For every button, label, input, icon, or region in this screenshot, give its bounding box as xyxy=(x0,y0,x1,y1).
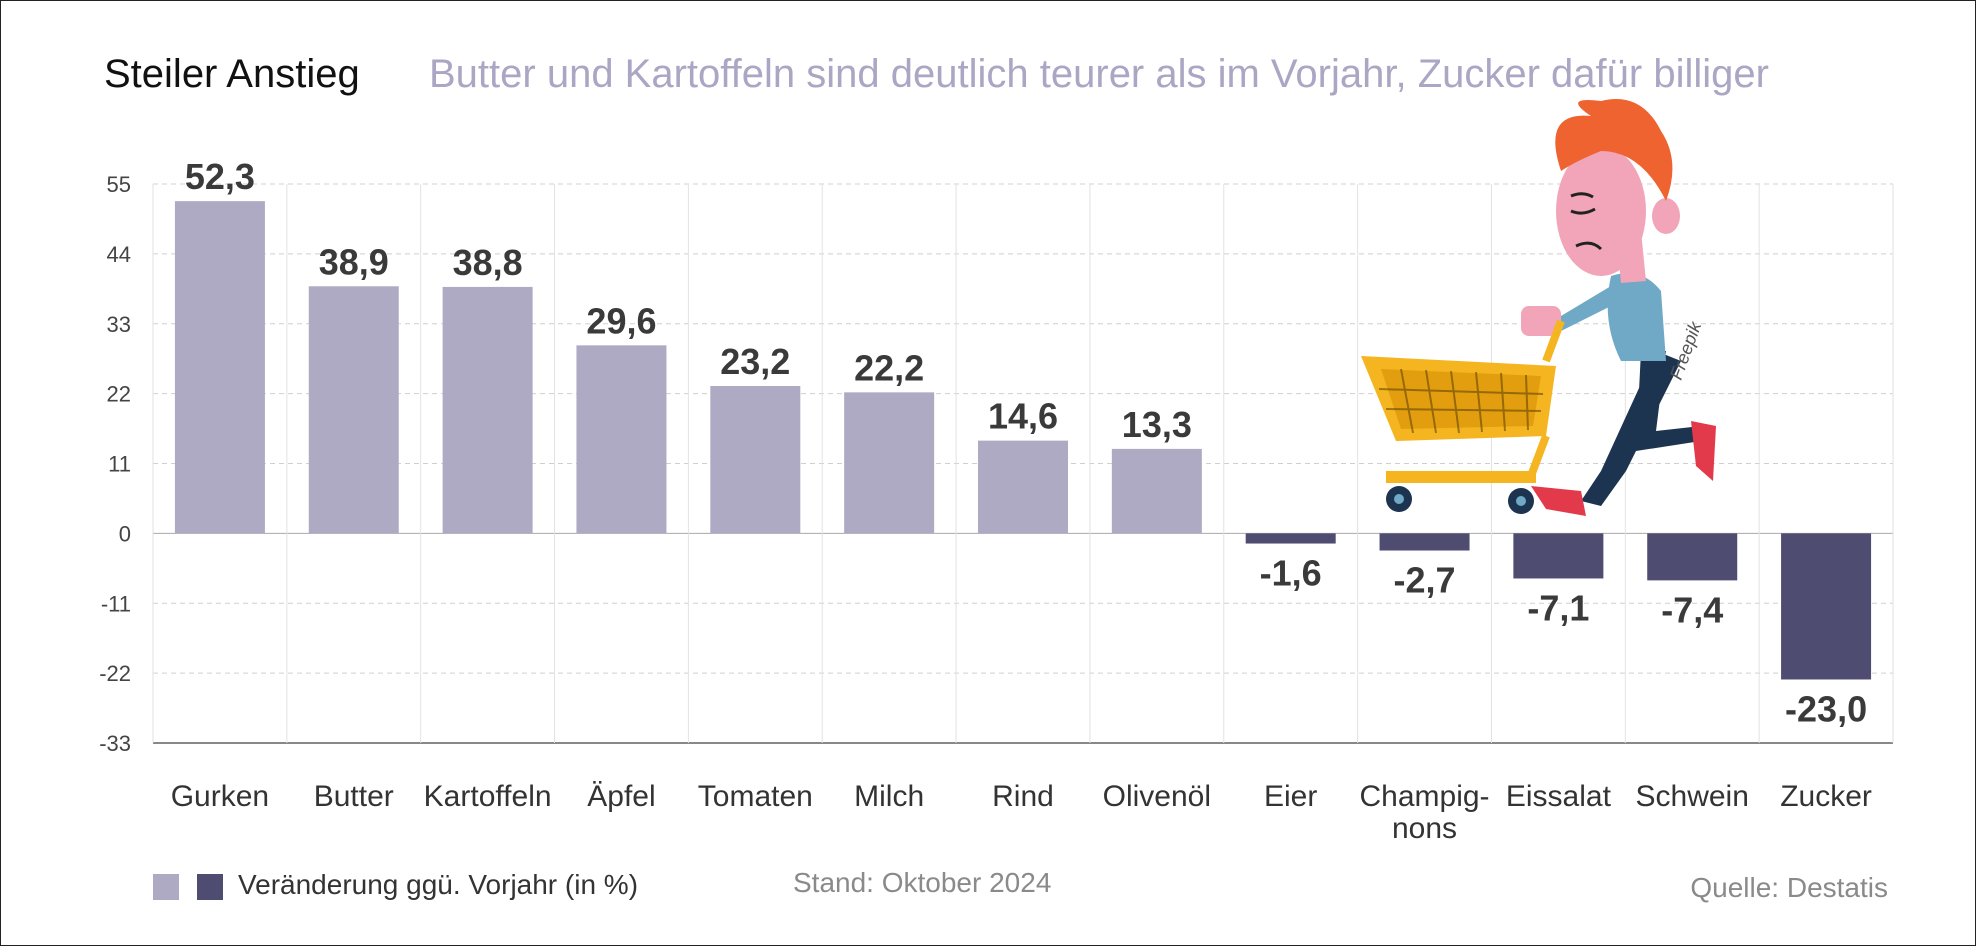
legend-swatch-positive xyxy=(153,874,179,900)
x-tick-label: Olivenöl xyxy=(1103,780,1211,813)
stand-date: Stand: Oktober 2024 xyxy=(793,867,1051,898)
x-tick-label: Champig- xyxy=(1360,780,1490,813)
data-label: 29,6 xyxy=(586,300,656,341)
data-label: 14,6 xyxy=(988,396,1058,437)
bar xyxy=(1647,533,1738,581)
y-tick-label: -11 xyxy=(101,591,131,616)
data-label: 13,3 xyxy=(1122,404,1192,445)
bar xyxy=(1379,533,1470,551)
x-tick-label: Butter xyxy=(314,780,394,813)
data-label: 38,8 xyxy=(453,242,523,283)
bar xyxy=(308,286,399,534)
data-label: 22,2 xyxy=(854,347,924,388)
data-label: -2,7 xyxy=(1394,560,1456,601)
x-tick-label: Rind xyxy=(992,780,1054,813)
y-tick-label: 11 xyxy=(108,452,131,477)
bar xyxy=(1513,533,1604,579)
data-label: 52,3 xyxy=(185,156,255,197)
y-tick-label: 22 xyxy=(107,382,131,407)
source-note: Quelle: Destatis xyxy=(1690,872,1888,903)
y-tick-label: 33 xyxy=(107,312,131,337)
y-tick-label: 0 xyxy=(119,521,131,546)
data-label: 23,2 xyxy=(720,341,790,382)
x-tick-label: Zucker xyxy=(1780,780,1872,813)
x-tick-label: Äpfel xyxy=(587,780,655,813)
data-label: -7,4 xyxy=(1661,589,1723,630)
data-label: 38,9 xyxy=(319,241,389,282)
legend-swatch-negative xyxy=(197,874,223,900)
x-tick-label: Eier xyxy=(1264,780,1317,813)
bar xyxy=(1245,533,1336,544)
x-tick-label: Schwein xyxy=(1636,780,1749,813)
data-label: -7,1 xyxy=(1527,587,1589,628)
bar xyxy=(844,392,935,534)
chart-subtitle: Butter und Kartoffeln sind deutlich teur… xyxy=(429,52,1769,96)
x-tick-label: Kartoffeln xyxy=(424,780,552,813)
y-tick-label: -22 xyxy=(99,661,131,686)
x-tick-label: Milch xyxy=(854,780,924,813)
bar xyxy=(1781,533,1872,680)
y-tick-label: 55 xyxy=(107,172,131,197)
bar xyxy=(1111,448,1202,534)
bar xyxy=(710,386,801,534)
legend-label: Veränderung ggü. Vorjahr (in %) xyxy=(238,869,638,900)
x-tick-label: Eissalat xyxy=(1506,780,1612,813)
bar xyxy=(576,345,667,534)
bars xyxy=(174,201,1872,680)
y-tick-label: 44 xyxy=(107,242,131,267)
bar xyxy=(174,201,265,534)
bar xyxy=(442,286,533,534)
image-credit: Freepik xyxy=(1666,318,1706,382)
data-label: -23,0 xyxy=(1785,688,1867,729)
y-tick-label: -33 xyxy=(99,731,131,756)
shopping-cart-man-illustration xyxy=(1361,99,1716,516)
x-tick-label: Tomaten xyxy=(698,780,813,813)
data-label: -1,6 xyxy=(1260,553,1322,594)
x-tick-label: nons xyxy=(1392,812,1457,845)
x-tick-label: Gurken xyxy=(171,780,269,813)
bar xyxy=(978,440,1068,534)
labels: 52,3 Gurken 38,9 Butter 38,8 Kartoffeln 29,6 Äp… xyxy=(171,156,1872,845)
chart-title: Steiler Anstieg xyxy=(104,52,360,96)
